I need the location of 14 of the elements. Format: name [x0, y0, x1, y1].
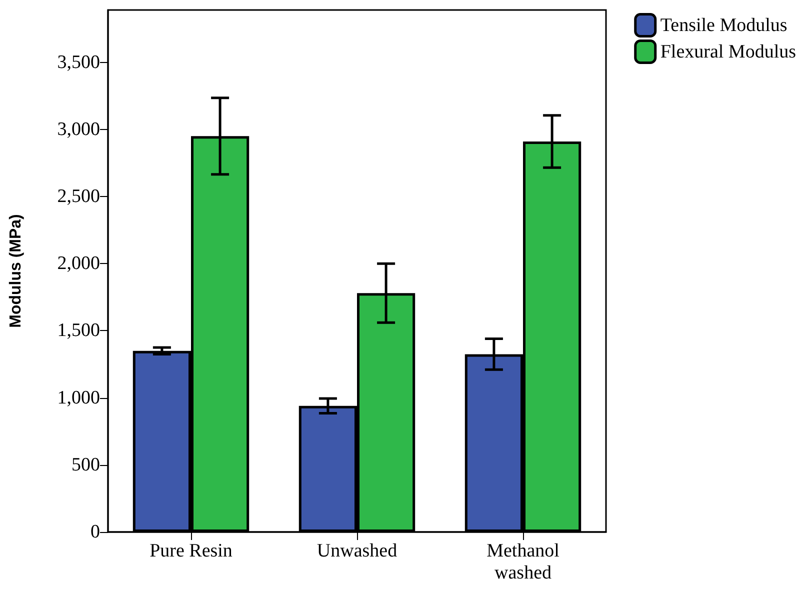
y-tick-label: 3,500: [57, 52, 100, 73]
legend-label: Tensile Modulus: [660, 14, 788, 36]
y-tick-label: 3,000: [57, 118, 100, 140]
y-axis-title: Modulus (MPa): [8, 214, 24, 328]
x-tick-label: Unwashed: [316, 540, 398, 562]
x-tick-label: Pure Resin: [150, 540, 233, 562]
x-tick-label: Methanol washed: [486, 540, 560, 584]
legend-label: Flexural Modulus: [660, 41, 796, 62]
y-tick-label: 500: [72, 454, 100, 476]
y-tick-label: 2,000: [57, 253, 100, 274]
y-tick-label: 2,500: [57, 186, 100, 208]
y-tick-label: 0: [90, 522, 100, 542]
y-tick-label: 1,500: [57, 320, 100, 342]
y-tick-label: 1,000: [57, 387, 100, 408]
